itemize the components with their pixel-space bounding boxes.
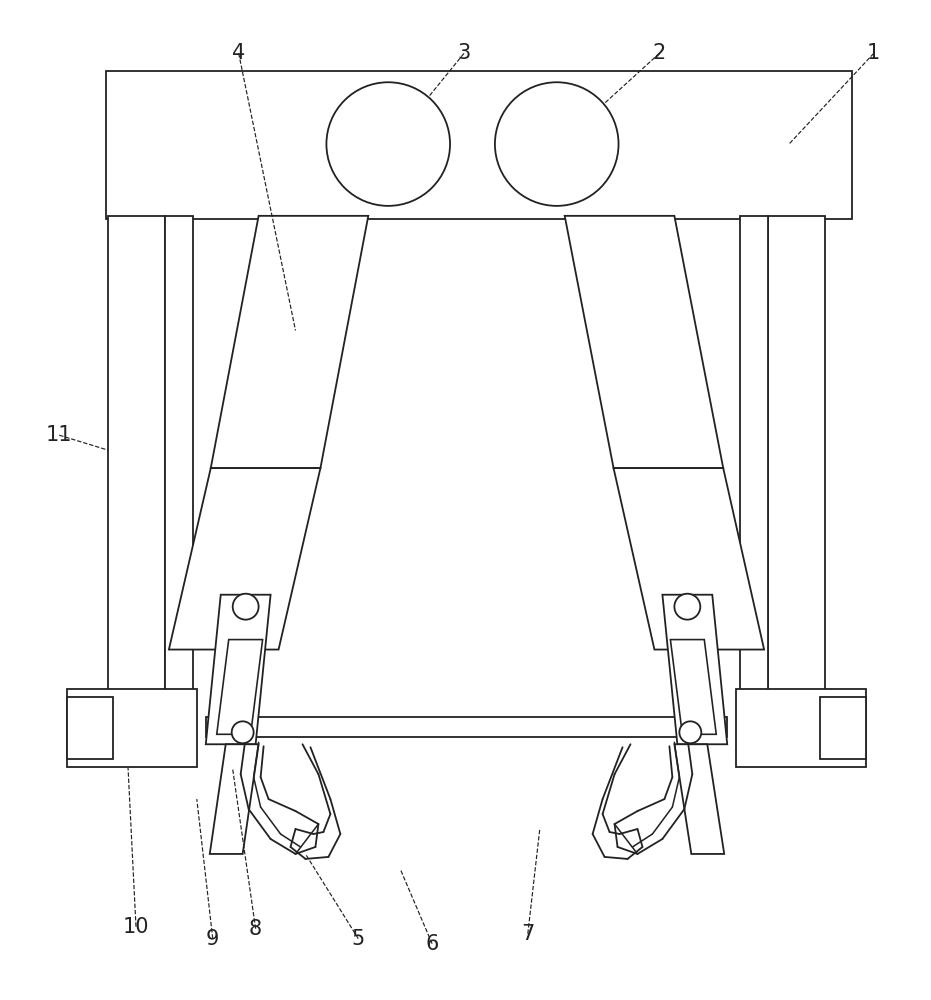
Text: 3: 3 [457,43,471,63]
Bar [106,71,852,219]
Circle shape [674,594,700,620]
Text: 8: 8 [250,919,263,939]
Polygon shape [206,595,271,744]
Text: 6: 6 [425,934,439,954]
Bar [67,697,113,759]
Bar [740,216,768,694]
Text: 5: 5 [352,929,365,949]
Polygon shape [565,216,723,468]
Circle shape [233,594,259,620]
Bar [108,216,165,694]
Text: 10: 10 [123,917,149,937]
Polygon shape [209,744,259,854]
Bar [820,697,866,759]
Text: 11: 11 [46,425,73,445]
Polygon shape [614,468,764,650]
Circle shape [495,82,618,206]
Bar [736,689,866,767]
Bar [768,216,825,694]
Polygon shape [670,640,716,734]
Polygon shape [169,468,320,650]
Polygon shape [210,216,369,468]
Polygon shape [217,640,263,734]
Circle shape [327,82,450,206]
Polygon shape [663,595,727,744]
Circle shape [232,721,253,743]
Text: 1: 1 [867,43,881,63]
Text: 7: 7 [521,924,534,944]
Circle shape [680,721,701,743]
Text: 2: 2 [653,43,666,63]
Bar [67,689,196,767]
Bar [206,717,727,737]
Polygon shape [674,744,724,854]
Bar [165,216,193,694]
Text: 9: 9 [206,929,220,949]
Text: 4: 4 [232,43,245,63]
